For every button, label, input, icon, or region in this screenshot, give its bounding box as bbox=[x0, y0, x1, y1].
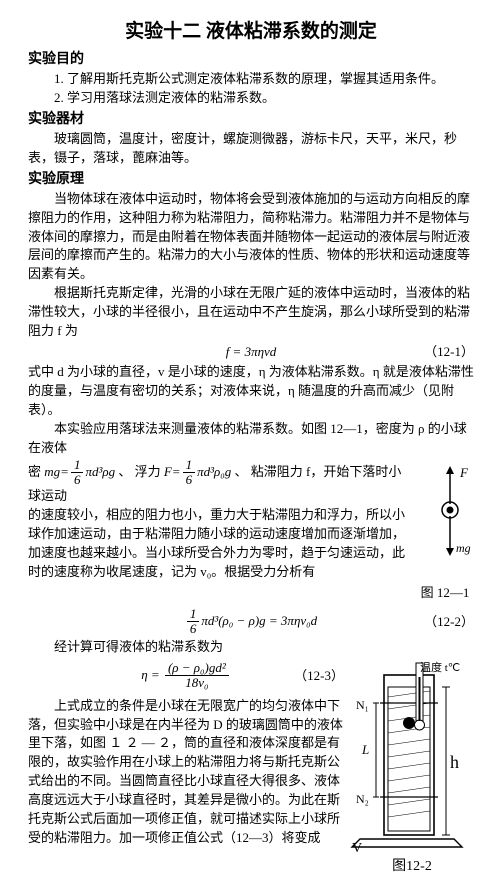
fig2-label-h: h bbox=[450, 749, 459, 775]
equation-3-lhs: η = bbox=[141, 667, 163, 682]
fig1-label-F: F bbox=[460, 464, 502, 483]
fig2-label-L: L bbox=[362, 741, 369, 760]
formula-mg-prefix: mg= bbox=[44, 463, 69, 478]
fig1-caption: 图 12—1 bbox=[416, 584, 474, 603]
equation-3: η = (ρ − ρ₀)gd²18v₀ （12-3） bbox=[28, 661, 344, 691]
purpose-1: 1. 了解用斯托克斯公式测定液体粘滞系数的原理，掌握其适用条件。 bbox=[28, 70, 474, 89]
page-title: 实验十二 液体粘滞系数的测定 bbox=[28, 18, 474, 46]
purpose-2: 2. 学习用落球法测定液体的粘滞系数。 bbox=[28, 89, 474, 108]
fig1-label-mg: mg bbox=[456, 540, 502, 557]
fig2-label-N1: N₁ bbox=[356, 697, 369, 714]
heading-equipment: 实验器材 bbox=[28, 110, 474, 130]
fig2-label-V: V bbox=[352, 839, 362, 859]
equation-1-number: （12-1） bbox=[424, 343, 474, 362]
heading-principle: 实验原理 bbox=[28, 170, 474, 190]
equation-3-number: （12-3） bbox=[294, 667, 344, 686]
heading-purpose: 实验目的 bbox=[28, 50, 474, 70]
formula-F-prefix: F= bbox=[164, 463, 181, 478]
formula-F-body: πd³ρ₀g bbox=[197, 463, 231, 478]
fig2-caption: 图12-2 bbox=[350, 857, 474, 877]
formula-mg-frac: 16 bbox=[71, 458, 84, 488]
principle-p3b: 本实验应用落球法来测量液体的粘滞系数。如图 12—1，密度为 ρ 的小球在液体 bbox=[28, 420, 474, 458]
principle-p1: 当物体球在液体中运动时，物体将会受到液体施加的与运动方向相反的摩擦阻力的作用，这… bbox=[28, 190, 474, 284]
inline-prefix-mi: 密 bbox=[28, 463, 41, 478]
figure-12-2: 温度 t℃ N₁ N₂ L h V 图12-2 bbox=[350, 657, 474, 877]
principle-p7: 上式成立的条件是小球在无限宽广的均匀液体中下落，但实验中小球是在内半径为 D 的… bbox=[28, 697, 344, 848]
formula-F-frac: 16 bbox=[183, 458, 196, 488]
equation-1: f = 3πηvd （12-1） bbox=[28, 343, 474, 362]
inline-sep1: 、 浮力 bbox=[118, 463, 160, 478]
equation-2: 1 6 πd³(ρ₀ − ρ)g = 3πηv₀d （12-2） bbox=[28, 607, 474, 637]
equation-2-body: πd³(ρ₀ − ρ)g = 3πηv₀d bbox=[201, 612, 317, 627]
equation-1-body: f = 3πηvd bbox=[226, 344, 277, 359]
fig2-label-temp: 温度 t℃ bbox=[420, 661, 460, 677]
equation-2-frac: 1 6 bbox=[187, 607, 200, 637]
principle-p6: 经计算可得液体的粘滞系数为 bbox=[28, 638, 474, 657]
figure-12-1: F mg 图 12—1 bbox=[416, 458, 474, 603]
formula-mg-body: πd³ρg bbox=[85, 463, 115, 478]
equation-3-frac: (ρ − ρ₀)gd²18v₀ bbox=[165, 661, 229, 691]
equipment-text: 玻璃圆筒，温度计，密度计，螺旋测微器，游标卡尺，天平，米尺，秒表，镊子，落球，蓖… bbox=[28, 130, 474, 168]
principle-p3a: 式中 d 为小球的直径，v 是小球的速度，η 为液体粘滞系数。η 就是液体粘滞性… bbox=[28, 363, 474, 420]
principle-p2: 根据斯托克斯定律，光滑的小球在无限广延的液体中运动时，当液体的粘滞性较大，小球的… bbox=[28, 284, 474, 341]
principle-p5: 的速度较小，相应的阻力也小，重力大于粘滞阻力和浮力，所以小球作加速运动，由于粘滞… bbox=[28, 506, 410, 581]
fig2-label-N2: N₂ bbox=[356, 791, 369, 808]
inline-formula-line: 密 mg=16πd³ρg 、 浮力 F=16πd³ρ₀g 、 粘滞阻力 f，开始… bbox=[28, 458, 410, 506]
equation-2-number: （12-2） bbox=[424, 613, 474, 632]
